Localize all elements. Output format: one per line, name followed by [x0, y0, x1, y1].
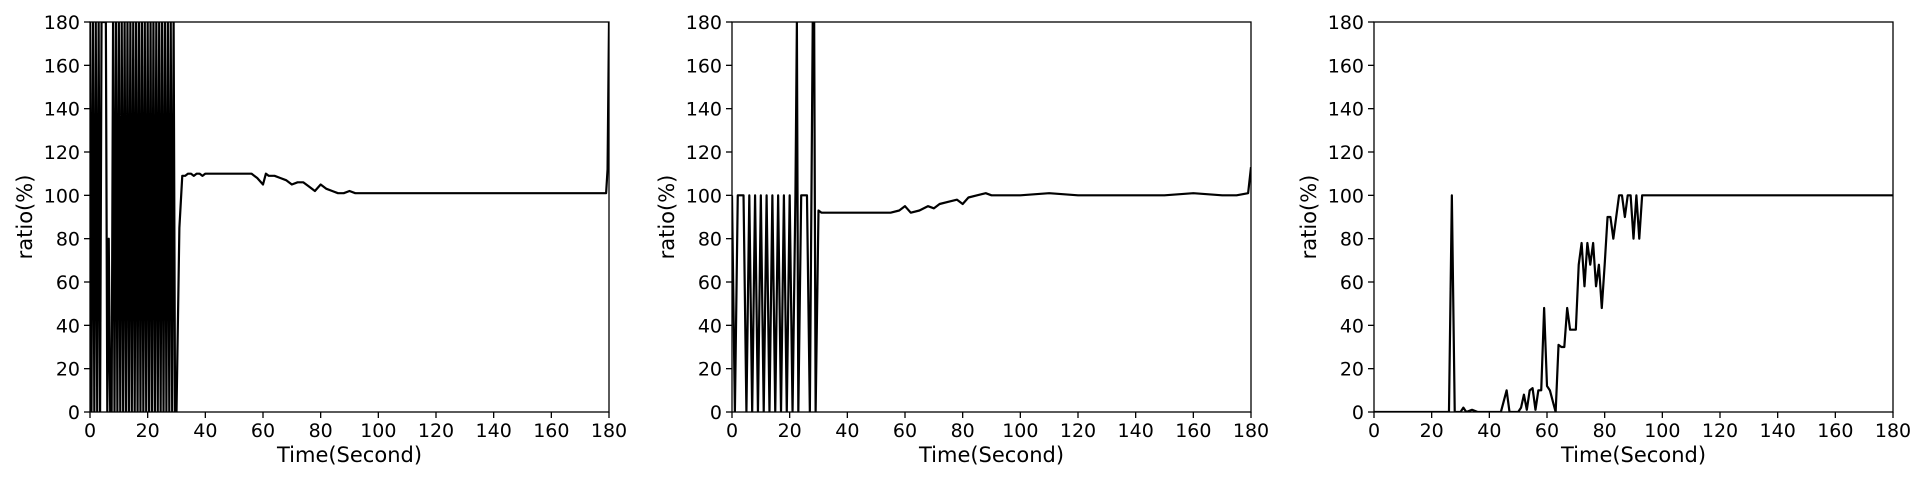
x-tick-label: 140 [1118, 420, 1154, 442]
chart-panel-2: 0 20 40 60 80 100 120 140 160 180 0 20 40 60 80 100 120 1… [655, 12, 1269, 467]
x-tick-label: 80 [1593, 420, 1617, 442]
x-tick-label: 60 [251, 420, 275, 442]
x-tick-label: 40 [835, 420, 859, 442]
y-tick-label: 100 [686, 185, 722, 207]
series-line-1 [732, 22, 1251, 412]
y-tick-label: 40 [698, 315, 722, 337]
y-tick-label: 160 [44, 55, 80, 77]
y-tick-label: 60 [56, 272, 80, 294]
x-axis-label: Time(Second) [276, 443, 422, 467]
y-tick-label: 120 [686, 142, 722, 164]
x-tick-label: 120 [1060, 420, 1096, 442]
x-axis-label: Time(Second) [918, 443, 1064, 467]
y-tick-label: 0 [1352, 402, 1364, 424]
y-tick-label: 180 [44, 12, 80, 34]
y-tick-label: 60 [1340, 272, 1364, 294]
x-tick-label: 60 [893, 420, 917, 442]
plot-frame [89, 21, 610, 413]
y-tick-label: 80 [1340, 229, 1364, 251]
y-tick-label: 20 [56, 359, 80, 381]
x-tick-label: 120 [418, 420, 454, 442]
y-tick-label: 140 [44, 99, 80, 121]
x-tick-label: 0 [726, 420, 738, 442]
series-line-1 [90, 22, 609, 412]
y-tick-label: 20 [1340, 359, 1364, 381]
x-tick-label: 100 [360, 420, 396, 442]
y-tick-label: 60 [698, 272, 722, 294]
y-tick-label: 20 [698, 359, 722, 381]
y-tick-label: 140 [1328, 99, 1364, 121]
plot-frame [731, 21, 1252, 413]
chart-panel-3: 0 20 40 60 80 100 120 140 160 180 0 20 40 60 80 100 120 1… [1297, 12, 1911, 467]
x-tick-label: 20 [778, 420, 802, 442]
y-tick-label: 40 [56, 315, 80, 337]
x-tick-label: 120 [1702, 420, 1738, 442]
x-tick-label: 40 [193, 420, 217, 442]
y-tick-label: 0 [710, 402, 722, 424]
y-axis-label: ratio(%) [655, 175, 679, 260]
x-axis-label: Time(Second) [1560, 443, 1706, 467]
y-axis-label: ratio(%) [13, 175, 37, 260]
series-line-1 [1374, 194, 1893, 412]
x-tick-label: 100 [1644, 420, 1680, 442]
x-tick-label: 160 [1817, 420, 1853, 442]
x-tick-label: 20 [136, 420, 160, 442]
x-tick-label: 180 [1875, 420, 1911, 442]
y-tick-label: 80 [56, 229, 80, 251]
x-tick-label: 80 [309, 420, 333, 442]
x-tick-label: 140 [1760, 420, 1796, 442]
x-tick-label: 180 [591, 420, 627, 442]
y-tick-label: 40 [1340, 315, 1364, 337]
y-tick-label: 160 [686, 55, 722, 77]
x-tick-label: 0 [1368, 420, 1380, 442]
x-tick-label: 160 [533, 420, 569, 442]
x-tick-label: 80 [951, 420, 975, 442]
x-tick-label: 140 [476, 420, 512, 442]
y-tick-label: 160 [1328, 55, 1364, 77]
y-tick-label: 140 [686, 99, 722, 121]
y-tick-label: 180 [1328, 12, 1364, 34]
x-tick-label: 40 [1477, 420, 1501, 442]
x-tick-label: 20 [1420, 420, 1444, 442]
y-tick-label: 180 [686, 12, 722, 34]
chart-panel-1: 0 20 40 60 80 100 120 140 160 180 0 20 40 60 80 100 120 1… [13, 12, 627, 467]
x-tick-label: 160 [1175, 420, 1211, 442]
x-tick-label: 180 [1233, 420, 1269, 442]
y-tick-label: 100 [44, 185, 80, 207]
x-tick-label: 0 [84, 420, 96, 442]
y-tick-label: 120 [44, 142, 80, 164]
y-tick-label: 100 [1328, 185, 1364, 207]
x-tick-label: 100 [1002, 420, 1038, 442]
x-tick-label: 60 [1535, 420, 1559, 442]
y-tick-label: 80 [698, 229, 722, 251]
y-tick-label: 0 [68, 402, 80, 424]
plot-frame [1373, 21, 1894, 413]
y-axis-label: ratio(%) [1297, 175, 1321, 260]
y-tick-label: 120 [1328, 142, 1364, 164]
